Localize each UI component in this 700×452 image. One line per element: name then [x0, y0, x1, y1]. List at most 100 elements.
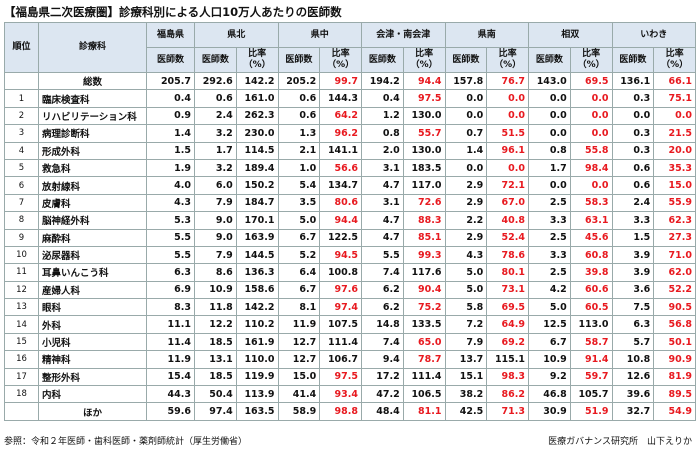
- region-ratio: 163.5: [235, 402, 279, 421]
- region-ratio: 115.1: [486, 350, 529, 369]
- region-ratio: 133.5: [402, 315, 446, 334]
- region-ratio: 113.9: [235, 385, 279, 404]
- rank: 11: [4, 263, 39, 282]
- region-header: 県南: [444, 22, 529, 48]
- doctor-table: 順位 診療科 福島県 県北 県中 会津・南会津 県南 相双 いわき 医師数 医師数 比率 （%） 医師数比…: [4, 22, 696, 421]
- department: 救急科: [38, 158, 147, 178]
- region-ratio: 60.8: [569, 245, 613, 265]
- region-ratio: 51.5: [486, 124, 529, 143]
- prefecture-doctors: 5.5: [146, 228, 195, 247]
- data-row: 18 内科 44.3 50.4 113.9 41.4 93.4 47.2 106.5 38.2 86…: [4, 385, 696, 404]
- region-doctors: 7.9: [194, 193, 237, 213]
- region-doctors: 2.2: [444, 211, 488, 230]
- region-ratio: 88.3: [402, 211, 446, 230]
- region-ratio: 230.0: [235, 124, 279, 143]
- data-row: 13 眼科 8.3 11.8 142.2 8.1 97.4 6.2 75.2 5.8 69.5 5.0…: [4, 298, 696, 317]
- department: 皮膚科: [38, 193, 147, 213]
- region-doctors: 3.1: [361, 193, 404, 213]
- region-ratio: 52.4: [486, 228, 529, 247]
- region-ratio: 55.8: [569, 141, 613, 160]
- region-ratio: 21.5: [653, 124, 696, 143]
- rank: 6: [4, 176, 39, 195]
- region-ratio: 27.3: [653, 228, 696, 247]
- region-ratio: 58.7: [569, 332, 613, 352]
- region-doctors: 4.3: [444, 245, 488, 265]
- data-row: 10 泌尿器科 5.5 7.9 144.5 5.2 94.5 5.5 99.3 4.3 78.6 3.…: [4, 245, 696, 265]
- region-ratio: 71.3: [486, 402, 529, 421]
- region-ratio: 86.2: [486, 385, 529, 404]
- region-doctors: 0.0: [611, 106, 655, 126]
- region-doctors: 7.9: [194, 245, 237, 265]
- source: 参照：令和２年医師・歯科医師・薬剤師統計（厚生労働省）: [4, 437, 248, 447]
- region-ratio: 40.8: [486, 211, 529, 230]
- region-ratio: 62.0: [653, 263, 696, 282]
- region-doctors: 5.0: [444, 263, 488, 282]
- region-doctors: 50.4: [194, 385, 237, 404]
- prefecture-doctors: 11.1: [146, 315, 195, 334]
- region-doctors: 5.5: [361, 245, 404, 265]
- region-ratio: 94.4: [319, 211, 362, 230]
- region-doctors: 1.5: [611, 228, 655, 247]
- region-doctors: 38.2: [444, 385, 488, 404]
- region-ratio: 106.5: [402, 385, 446, 404]
- prefecture-doctors: 11.9: [146, 350, 195, 369]
- data-row: 7 皮膚科 4.3 7.9 184.7 3.5 80.6 3.1 72.6 2.9 67.0 2.5 5…: [4, 193, 696, 213]
- region-doctors: 32.7: [611, 402, 655, 421]
- data-row: 5 救急科 1.9 3.2 189.4 1.0 56.6 3.1 183.5 0.0 0.0 1.7 9…: [4, 158, 696, 178]
- region-ratio: 99.3: [402, 245, 446, 265]
- region-ratio: 80.1: [486, 263, 529, 282]
- region-ratio: 56.6: [319, 158, 362, 178]
- region-doctors: 7.5: [611, 298, 655, 317]
- region-ratio: 113.0: [569, 315, 613, 334]
- region-doctors: 1.7: [194, 141, 237, 160]
- rank: [4, 71, 39, 91]
- region-doctors: 9.0: [194, 228, 237, 247]
- region-ratio: 134.7: [319, 176, 362, 195]
- ratio-subheader: 比率 （%）: [569, 47, 613, 73]
- region-doctors: 13.7: [444, 350, 488, 369]
- region-doctors: 157.8: [444, 71, 488, 91]
- region-doctors: 0.7: [444, 124, 488, 143]
- region-ratio: 99.7: [319, 71, 362, 91]
- region-doctors: 12.5: [528, 315, 571, 334]
- region-header: 会津・南会津: [361, 22, 446, 48]
- doctors-subheader: 医師数: [194, 47, 237, 73]
- header-row: 順位 診療科 福島県 県北 県中 会津・南会津 県南 相双 いわき: [4, 22, 696, 73]
- rank-header: 順位: [4, 22, 39, 73]
- region-ratio: 90.4: [402, 280, 446, 300]
- region-doctors: 6.2: [361, 280, 404, 300]
- region-doctors: 10.8: [611, 350, 655, 369]
- region-ratio: 64.9: [486, 315, 529, 334]
- department: 産婦人科: [38, 280, 147, 300]
- region-doctors: 58.9: [277, 402, 321, 421]
- department: リハビリテーション科: [38, 106, 147, 126]
- data-row: 8 脳神経外科 5.3 9.0 170.1 5.0 94.4 4.7 88.3 2.2 40.8 3.…: [4, 211, 696, 230]
- author: 医療ガバナンス研究所 山下えりか: [548, 437, 692, 447]
- data-row: 16 精神科 11.9 13.1 110.0 12.7 106.7 9.4 78.7 13.7 11…: [4, 350, 696, 369]
- department: 耳鼻いんこう科: [38, 263, 147, 282]
- prefecture-doctors: 4.3: [146, 193, 195, 213]
- region-header: 県中: [277, 22, 362, 48]
- region-ratio: 80.6: [319, 193, 362, 213]
- prefecture-doctors: 5.5: [146, 245, 195, 265]
- region-doctors: 15.1: [444, 367, 488, 387]
- region-doctors: 5.8: [444, 298, 488, 317]
- region-ratio: 0.0: [486, 106, 529, 126]
- region-ratio: 72.1: [486, 176, 529, 195]
- region-doctors: 0.4: [361, 89, 404, 108]
- ratio-label-line: （%）: [327, 60, 355, 70]
- region-ratio: 55.7: [402, 124, 446, 143]
- region-doctors: 11.9: [277, 315, 321, 334]
- region-doctors: 30.9: [528, 402, 571, 421]
- data-row: 総数 205.7 292.6 142.2 205.2 99.7 194.2 94.4 157.8…: [4, 71, 696, 91]
- region-doctors: 194.2: [361, 71, 404, 91]
- region-header: 県北: [194, 22, 279, 48]
- region-ratio: 161.9: [235, 332, 279, 352]
- region-ratio: 52.2: [653, 280, 696, 300]
- department: 形成外科: [38, 141, 147, 160]
- region-ratio: 163.9: [235, 228, 279, 247]
- region-doctors: 3.2: [194, 158, 237, 178]
- region-ratio: 94.5: [319, 245, 362, 265]
- rank: 9: [4, 228, 39, 247]
- region-doctors: 7.9: [444, 332, 488, 352]
